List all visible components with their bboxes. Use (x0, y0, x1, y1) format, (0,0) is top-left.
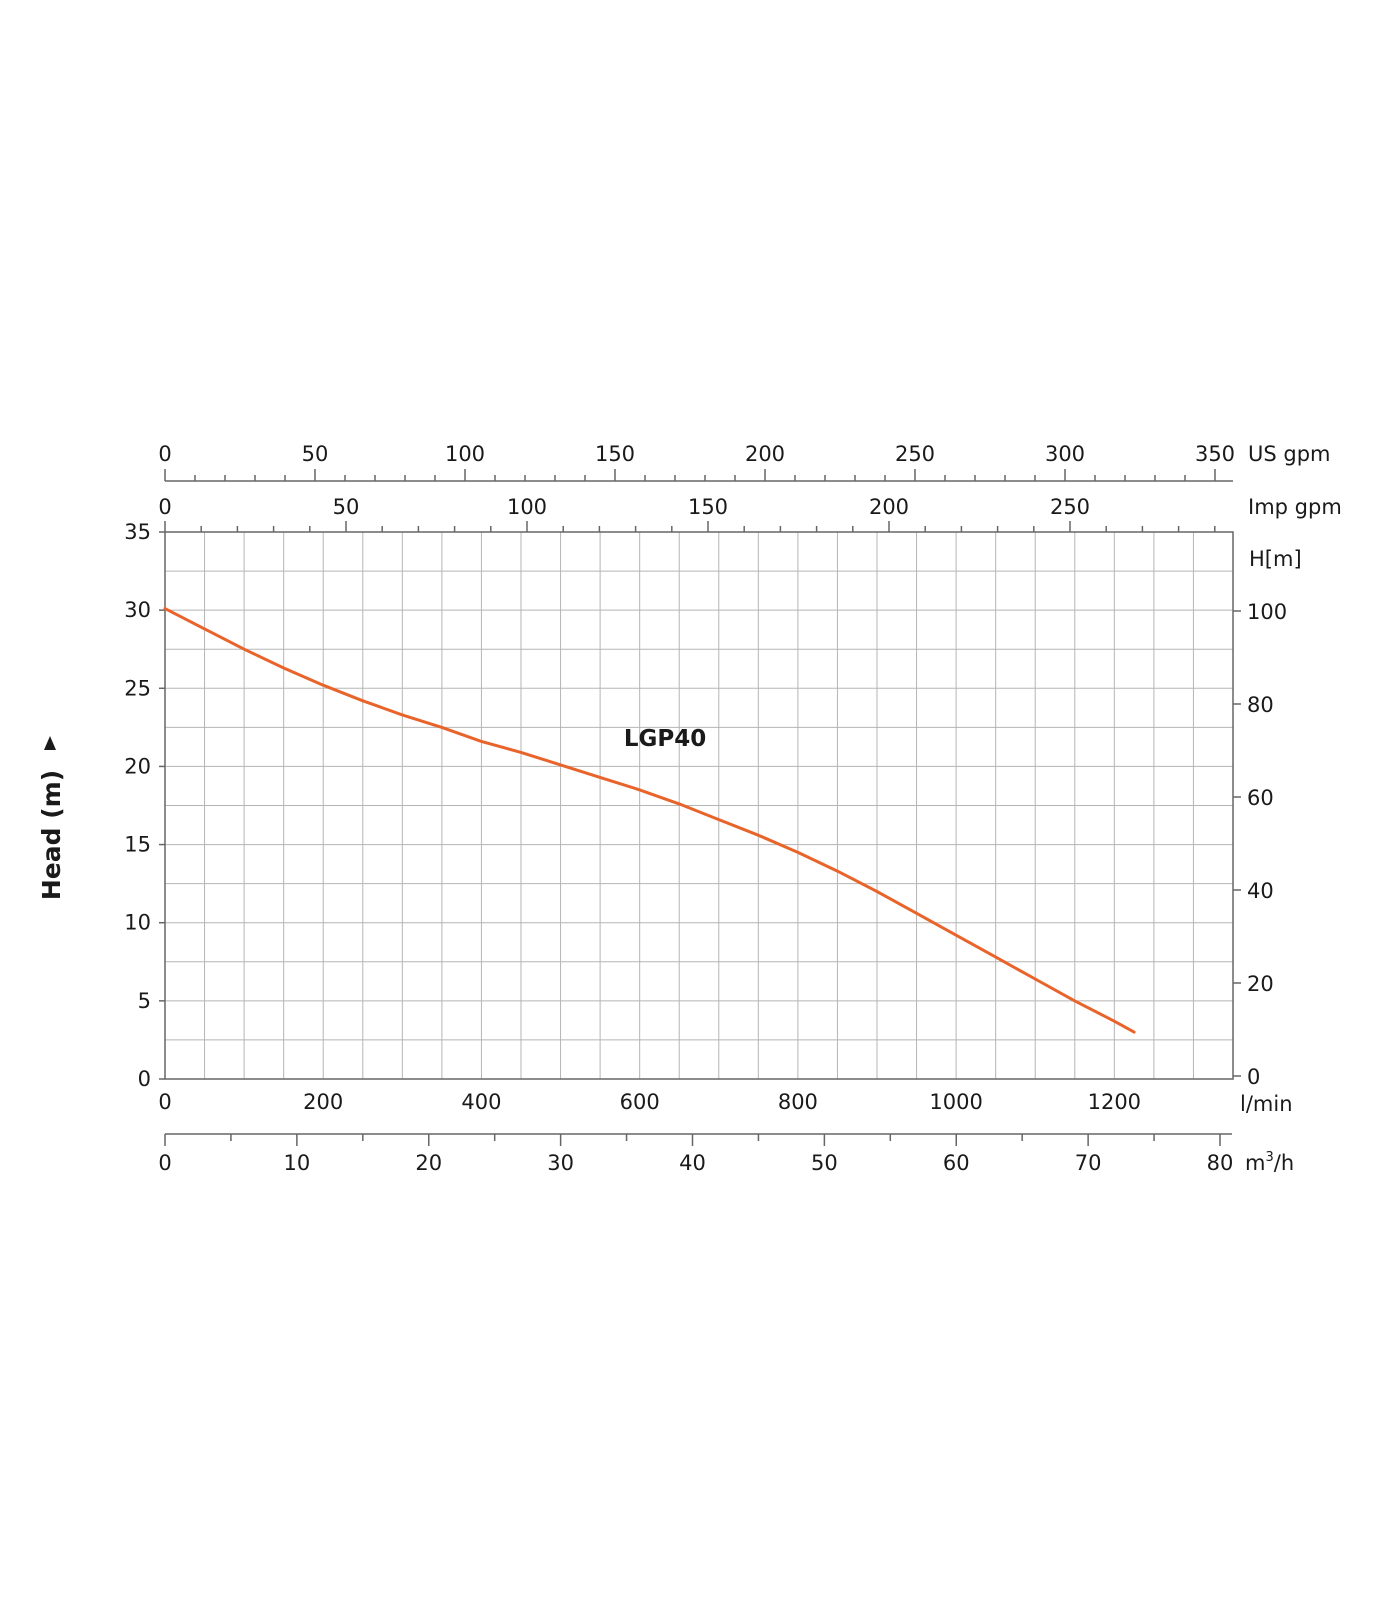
imp-gpm-tick-label: 250 (1050, 495, 1090, 519)
x-tick-label: 800 (778, 1090, 818, 1114)
m3h-tick-label: 20 (415, 1151, 442, 1175)
m3h-tick-label: 50 (811, 1151, 838, 1175)
x-tick-label: 0 (158, 1090, 171, 1114)
m3h-tick-label: 30 (547, 1151, 574, 1175)
imp-gpm-tick-label: 100 (507, 495, 547, 519)
y-tick-label: 5 (138, 989, 151, 1013)
h-tick-label: 100 (1247, 600, 1287, 624)
y-tick-label: 10 (124, 911, 151, 935)
us-gpm-tick-label: 0 (158, 442, 171, 466)
us-gpm-tick-label: 300 (1045, 442, 1085, 466)
imp-gpm-tick-label: 50 (333, 495, 360, 519)
x-tick-label: 400 (461, 1090, 501, 1114)
us-gpm-tick-label: 200 (745, 442, 785, 466)
h-tick-label: 80 (1247, 693, 1274, 717)
us-gpm-tick-label: 100 (445, 442, 485, 466)
imp-gpm-unit-label: Imp gpm (1248, 495, 1342, 519)
imp-gpm-tick-label: 150 (688, 495, 728, 519)
y-tick-label: 25 (124, 676, 151, 700)
us-gpm-tick-label: 350 (1195, 442, 1235, 466)
us-gpm-unit-label: US gpm (1248, 442, 1331, 466)
h-tick-label: 20 (1247, 972, 1274, 996)
y-tick-label: 0 (138, 1067, 151, 1091)
h-tick-label: 0 (1247, 1065, 1260, 1089)
h-tick-label: 40 (1247, 879, 1274, 903)
imp-gpm-tick-label: 0 (158, 495, 171, 519)
m3h-unit-superscript: 3 (1265, 1150, 1273, 1165)
m3h-tick-label: 40 (679, 1151, 706, 1175)
x-tick-label: 200 (303, 1090, 343, 1114)
series-annotation-label: LGP40 (624, 726, 706, 752)
y-axis-arrow-icon (44, 736, 56, 750)
series-line-lgp40 (163, 607, 1136, 1034)
m3h-tick-label: 0 (158, 1151, 171, 1175)
y-tick-label: 35 (124, 520, 151, 544)
h-unit-label: H[m] (1249, 547, 1302, 571)
m3h-tick-label: 80 (1207, 1151, 1234, 1175)
imp-gpm-tick-label: 200 (869, 495, 909, 519)
x-tick-label: 1000 (929, 1090, 982, 1114)
m3h-unit-label: m3/h (1245, 1150, 1294, 1175)
x-unit-label: l/min (1240, 1092, 1293, 1116)
m3h-tick-label: 60 (943, 1151, 970, 1175)
plot-frame (164, 531, 1234, 1080)
us-gpm-tick-label: 250 (895, 442, 935, 466)
x-tick-label: 600 (620, 1090, 660, 1114)
y-tick-label: 15 (124, 833, 151, 857)
us-gpm-tick-label: 150 (595, 442, 635, 466)
m3h-tick-label: 10 (284, 1151, 311, 1175)
y-tick-label: 20 (124, 754, 151, 778)
h-tick-label: 60 (1247, 786, 1274, 810)
m3h-tick-label: 70 (1075, 1151, 1102, 1175)
m3h-unit-tail: /h (1274, 1151, 1294, 1175)
x-tick-label: 1200 (1088, 1090, 1141, 1114)
y-tick-label: 30 (124, 598, 151, 622)
us-gpm-tick-label: 50 (302, 442, 329, 466)
y-axis-title: Head (m) (37, 770, 66, 900)
